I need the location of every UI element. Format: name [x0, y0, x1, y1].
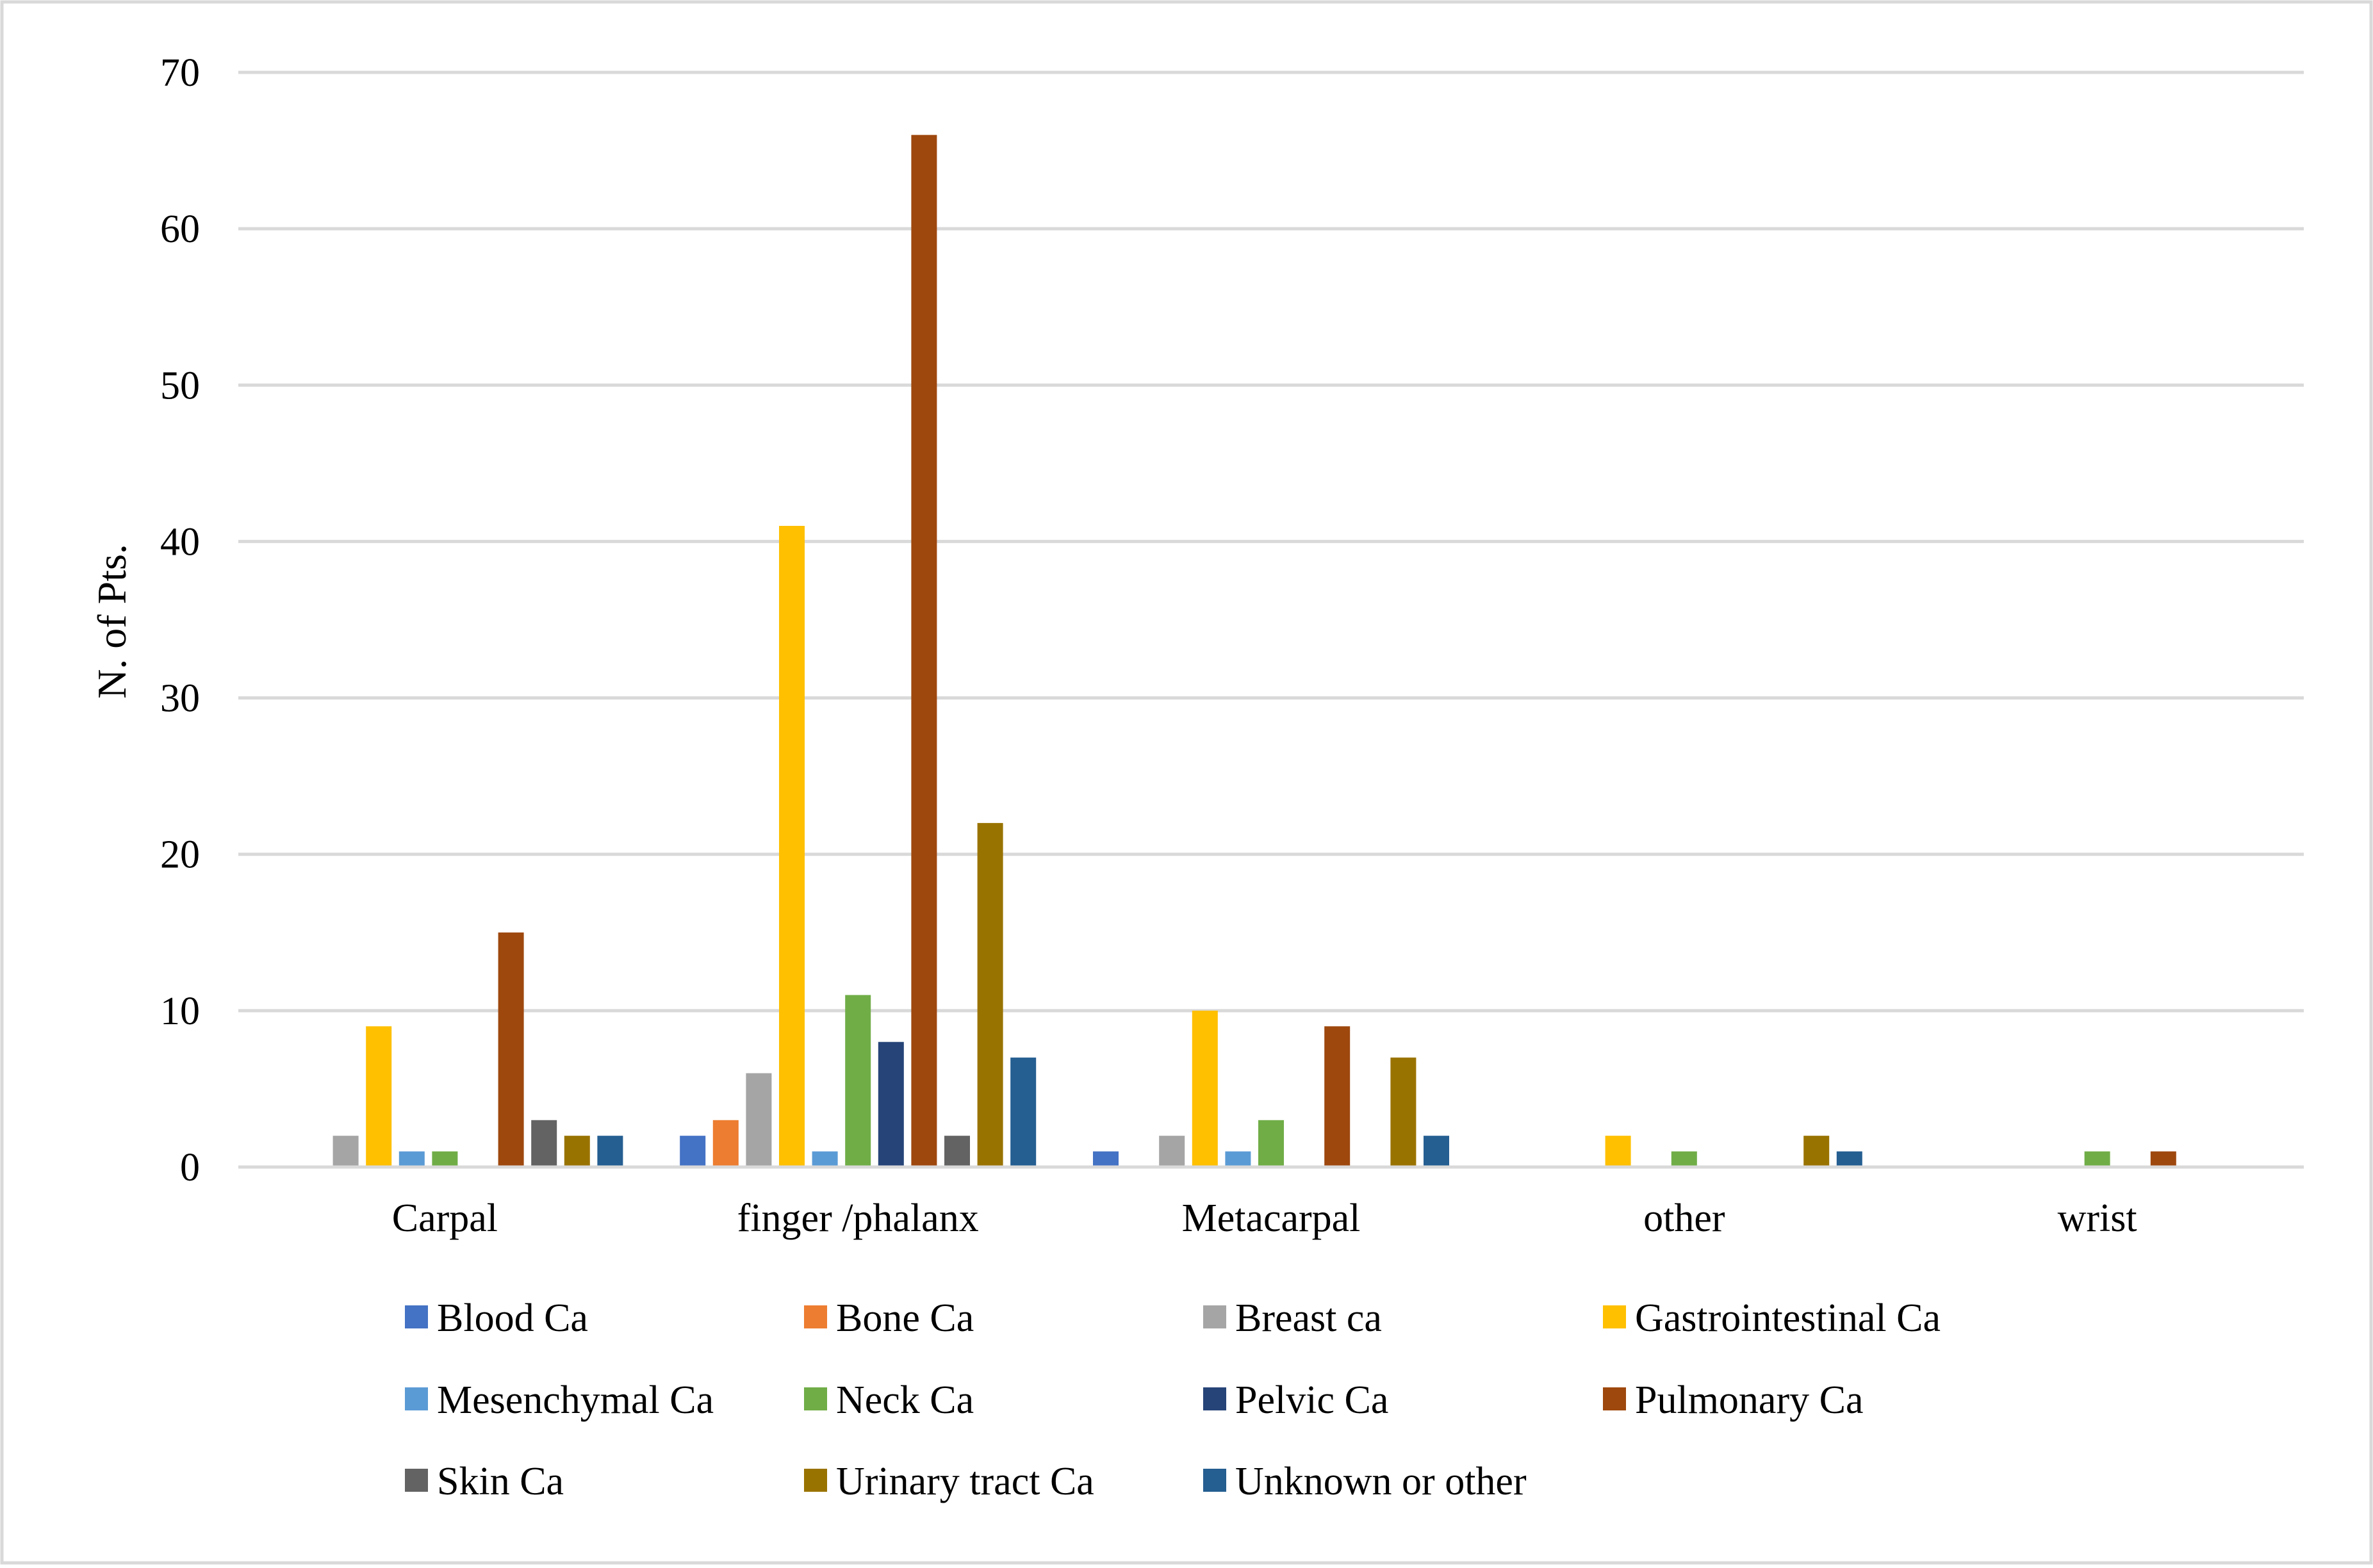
- bar-neck-ca-4: [2084, 1151, 2110, 1167]
- y-tick-label: 0: [180, 1146, 200, 1189]
- legend-swatch: [804, 1469, 827, 1492]
- bar-urinary-tract-ca-0: [564, 1136, 590, 1167]
- legend-swatch: [405, 1387, 428, 1410]
- legend-swatch: [1203, 1387, 1226, 1410]
- legend-label: Gastrointestinal Ca: [1635, 1296, 1941, 1340]
- legend-label: Pulmonary Ca: [1635, 1378, 1863, 1422]
- bar-neck-ca-3: [1671, 1151, 1697, 1167]
- legend-swatch: [1203, 1469, 1226, 1492]
- legend-label: Pelvic Ca: [1235, 1378, 1388, 1422]
- axes: 0 10 20 30 40 50 60 70 Carpal finger /phalanx Meta…: [160, 51, 2304, 1240]
- legend-swatch: [1603, 1387, 1626, 1410]
- bar-skin-ca-0: [531, 1120, 557, 1167]
- bar-pelvic-ca-1: [878, 1041, 904, 1167]
- legend-swatch: [405, 1469, 428, 1492]
- bar-breast-ca-1: [746, 1073, 772, 1167]
- bar-neck-ca-0: [432, 1151, 458, 1167]
- bar-neck-ca-2: [1258, 1120, 1284, 1167]
- legend-label: Mesenchymal Ca: [437, 1378, 714, 1422]
- legend-swatch: [804, 1387, 827, 1410]
- legend-label: Bone Ca: [836, 1296, 974, 1340]
- bars: [333, 135, 2176, 1168]
- legend-swatch: [405, 1305, 428, 1328]
- bar-unknown-or-other-3: [1836, 1151, 1862, 1167]
- x-category-label: finger /phalanx: [737, 1196, 979, 1240]
- x-category-label: Carpal: [392, 1196, 498, 1240]
- y-tick-label: 30: [160, 677, 200, 721]
- x-category-label: Metacarpal: [1182, 1196, 1361, 1240]
- bar-neck-ca-1: [845, 995, 871, 1167]
- bar-pulmonary-ca-1: [911, 135, 937, 1168]
- legend-label: Neck Ca: [836, 1378, 974, 1422]
- bar-urinary-tract-ca-1: [977, 822, 1003, 1167]
- legend-label: Blood Ca: [437, 1296, 588, 1340]
- bar-urinary-tract-ca-3: [1803, 1136, 1830, 1167]
- legend-label: Urinary tract Ca: [836, 1460, 1094, 1503]
- legend-swatch: [1603, 1305, 1626, 1328]
- bar-skin-ca-1: [944, 1136, 970, 1167]
- bar-gastrointestinal-ca-3: [1605, 1136, 1631, 1167]
- y-axis-title: N. of Pts.: [89, 544, 135, 699]
- bar-gastrointestinal-ca-1: [779, 526, 805, 1167]
- bar-unknown-or-other-2: [1424, 1136, 1449, 1167]
- bar-unknown-or-other-0: [597, 1136, 623, 1167]
- bar-bone-ca-1: [712, 1120, 739, 1167]
- bar-mesenchymal-ca-0: [398, 1151, 425, 1167]
- x-category-label: other: [1643, 1196, 1725, 1240]
- legend-label: Breast ca: [1235, 1296, 1382, 1340]
- x-category-label: wrist: [2058, 1196, 2137, 1240]
- legend-swatch: [804, 1305, 827, 1328]
- bar-blood-ca-1: [680, 1136, 706, 1167]
- bar-mesenchymal-ca-1: [812, 1151, 838, 1167]
- y-tick-label: 40: [160, 520, 200, 564]
- y-tick-label: 60: [160, 208, 200, 251]
- legend: Blood Ca Bone Ca Breast ca Gastrointestinal…: [405, 1296, 1941, 1503]
- bar-mesenchymal-ca-2: [1225, 1151, 1251, 1167]
- y-tick-label: 50: [160, 364, 200, 407]
- legend-label: Skin Ca: [437, 1460, 564, 1503]
- bar-blood-ca-2: [1093, 1151, 1119, 1167]
- y-tick-label: 20: [160, 833, 200, 877]
- bar-breast-ca-0: [333, 1136, 359, 1167]
- bar-breast-ca-2: [1159, 1136, 1185, 1167]
- bar-pulmonary-ca-0: [498, 932, 524, 1167]
- bar-urinary-tract-ca-2: [1390, 1058, 1416, 1167]
- legend-label: Unknown or other: [1235, 1460, 1527, 1503]
- y-tick-label: 70: [160, 51, 200, 95]
- legend-swatch: [1203, 1305, 1226, 1328]
- bar-pulmonary-ca-4: [2150, 1151, 2176, 1167]
- y-tick-label: 10: [160, 990, 200, 1033]
- bar-gastrointestinal-ca-0: [366, 1026, 392, 1167]
- bar-gastrointestinal-ca-2: [1192, 1010, 1218, 1167]
- gridlines: [238, 70, 2304, 1013]
- bar-unknown-or-other-1: [1010, 1058, 1037, 1167]
- bar-pulmonary-ca-2: [1324, 1026, 1351, 1167]
